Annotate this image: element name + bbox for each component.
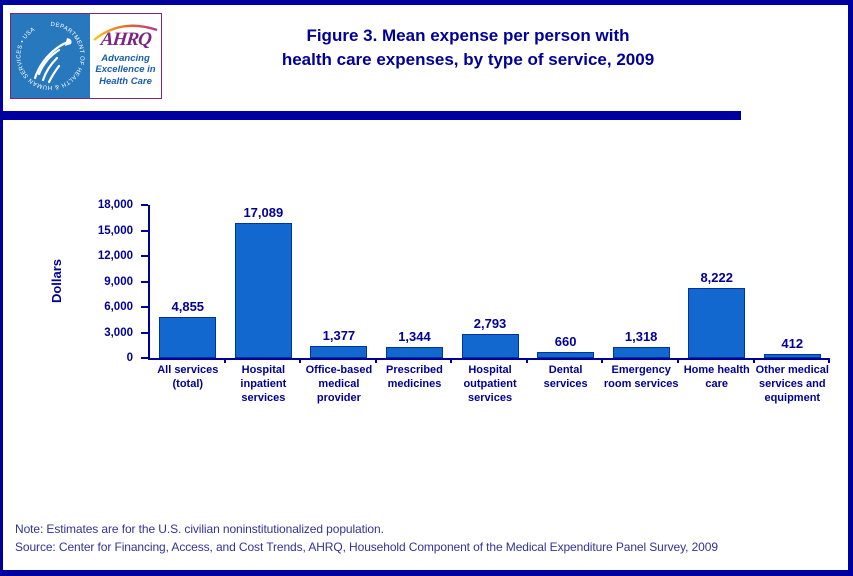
x-tick-mark — [752, 358, 755, 363]
figure-title: Figure 3. Mean expense per person with h… — [281, 26, 655, 69]
source-text: Source: Center for Financing, Access, an… — [15, 540, 718, 554]
bar — [310, 346, 368, 358]
x-category-label: Home health care — [683, 364, 750, 390]
bar-group: 1,344 Prescribed medicines — [377, 205, 453, 390]
ahrq-arc-icon — [93, 24, 158, 41]
hhs-eagle-icon: DEPARTMENT OF HEALTH & HUMAN SERVICES • … — [11, 14, 90, 98]
bar — [688, 288, 746, 358]
x-tick-mark — [374, 358, 377, 363]
x-category-label: Dental services — [543, 364, 588, 390]
bar-group: 660 Dental services — [528, 205, 604, 390]
ahrq-hhs-logo: DEPARTMENT OF HEALTH & HUMAN SERVICES • … — [10, 13, 162, 99]
x-tick-mark — [525, 358, 528, 363]
y-tick-mark — [141, 306, 148, 308]
bar-value-label: 1,318 — [624, 329, 658, 344]
y-tick-label: 12,000 — [97, 250, 133, 262]
y-tick-label: 0 — [126, 352, 133, 364]
y-tick-mark — [141, 332, 148, 334]
x-tick-mark — [223, 358, 226, 363]
x-category-label: All services (total) — [157, 364, 219, 390]
x-tick-mark — [828, 358, 831, 363]
ahrq-logo-text: AHRQ — [99, 29, 152, 50]
bar-value-label: 4,855 — [171, 299, 205, 314]
bar-value-label: 1,377 — [322, 328, 356, 343]
header-divider-bar — [3, 111, 741, 120]
bar — [234, 223, 292, 358]
y-tick-mark — [141, 281, 148, 283]
bar — [537, 352, 595, 358]
bar-group: 1,318 Emergency room services — [603, 205, 679, 390]
x-category-label: Hospital inpatient services — [240, 364, 287, 404]
x-category-label: Office-based medical provider — [305, 364, 373, 404]
bar — [159, 317, 217, 358]
x-tick-mark — [450, 358, 453, 363]
y-tick-mark — [141, 255, 148, 257]
bar-group: 17,089 Hospital inpatient services — [226, 205, 302, 404]
bar-group: 8,222 Home health care — [679, 205, 755, 390]
y-tick-label: 18,000 — [97, 199, 133, 211]
y-tick-mark — [141, 357, 148, 359]
bar-value-label: 17,089 — [243, 205, 284, 220]
x-category-label: Hospital outpatient services — [463, 364, 517, 404]
bar-value-label: 8,222 — [700, 270, 733, 285]
x-category-label: Emergency room services — [603, 364, 679, 390]
bar — [461, 334, 519, 358]
y-tick-label: 3,000 — [104, 327, 133, 339]
y-axis-title: Dollars — [49, 258, 64, 304]
y-tick-label: 6,000 — [104, 301, 133, 313]
ahrq-tagline: Advancing Excellence in Health Care — [95, 53, 156, 87]
y-tick-label: 15,000 — [97, 225, 133, 237]
x-tick-mark — [601, 358, 604, 363]
y-axis-tick-labels: 18,000 15,000 12,000 9,000 6,000 3,000 0 — [87, 199, 141, 364]
bar-group: 412 Other medical services and equipment — [755, 205, 831, 404]
bar-value-label: 660 — [554, 334, 577, 349]
y-tick-label: 9,000 — [104, 276, 133, 288]
bar-group: 1,377 Office-based medical provider — [301, 205, 377, 404]
y-tick-mark — [141, 230, 148, 232]
bar-value-label: 412 — [781, 336, 804, 351]
hhs-seal: DEPARTMENT OF HEALTH & HUMAN SERVICES • … — [11, 14, 90, 98]
bar-value-label: 1,344 — [398, 329, 431, 344]
bar-value-label: 2,793 — [473, 316, 507, 331]
x-category-label: Prescribed medicines — [386, 364, 443, 390]
x-tick-mark — [299, 358, 302, 363]
note-text: Note: Estimates are for the U.S. civilia… — [15, 522, 384, 536]
bar — [385, 347, 443, 358]
plot-area: 4,855 All services (total) 17,089 Hospital … — [141, 204, 831, 404]
bar — [763, 354, 821, 358]
y-tick-mark — [141, 204, 148, 206]
bar-group: 4,855 All services (total) — [150, 205, 226, 390]
x-tick-mark — [676, 358, 679, 363]
x-category-label: Other medical services and equipment — [755, 364, 829, 404]
ahrq-logo-block: AHRQ Advancing Excellence in Health Care — [90, 14, 161, 98]
bar — [612, 347, 670, 358]
bar-group: 2,793 Hospital outpatient services — [452, 205, 528, 404]
